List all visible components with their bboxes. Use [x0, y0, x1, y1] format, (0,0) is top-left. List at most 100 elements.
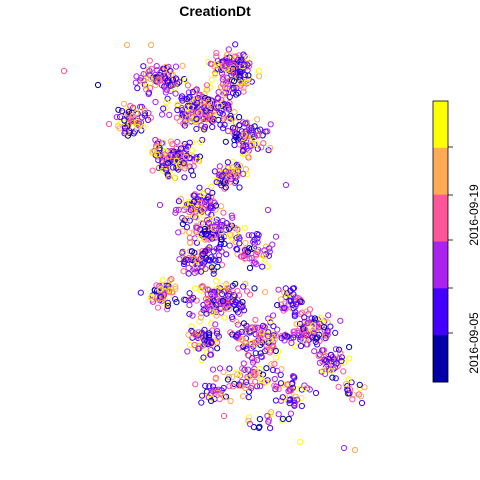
- map-point: [156, 164, 163, 171]
- map-point: [237, 82, 244, 89]
- map-point: [218, 203, 225, 210]
- map-point: [162, 63, 169, 70]
- map-point: [229, 89, 237, 97]
- map-point: [171, 174, 178, 181]
- map-point: [140, 124, 147, 131]
- map-point: [152, 71, 159, 78]
- map-point: [272, 354, 280, 361]
- map-point: [219, 217, 226, 224]
- map-point: [193, 228, 200, 236]
- map-point: [267, 411, 274, 418]
- map-point: [146, 57, 153, 64]
- map-point: [312, 389, 320, 397]
- map-point: [115, 106, 122, 113]
- map-point: [282, 293, 289, 300]
- map-point: [172, 209, 179, 216]
- map-point: [290, 397, 297, 404]
- map-point: [255, 67, 262, 75]
- map-point: [320, 367, 327, 374]
- map-point: [245, 72, 252, 79]
- map-point: [223, 251, 230, 258]
- map-point: [184, 102, 191, 109]
- map-point: [156, 201, 164, 209]
- map-point: [214, 330, 221, 337]
- map-point: [266, 248, 273, 255]
- map-point: [128, 109, 135, 116]
- map-point: [220, 209, 227, 216]
- map-point: [219, 76, 226, 83]
- map-point: [234, 288, 241, 295]
- map-point: [335, 383, 342, 390]
- map-point: [234, 246, 241, 253]
- map-point: [196, 138, 204, 145]
- map-point: [234, 173, 241, 180]
- map-point: [241, 61, 248, 68]
- map-point: [236, 122, 243, 129]
- map-point: [182, 153, 189, 161]
- map-point: [191, 192, 198, 199]
- map-point: [236, 59, 243, 66]
- map-point: [132, 79, 139, 86]
- map-point: [320, 347, 328, 354]
- map-point: [185, 89, 192, 96]
- map-point: [159, 111, 166, 118]
- map-point: [263, 342, 270, 349]
- map-point: [210, 117, 217, 124]
- map-point: [154, 151, 161, 158]
- map-point: [166, 277, 174, 284]
- map-point: [199, 392, 206, 399]
- map-point: [213, 277, 220, 285]
- map-point: [207, 204, 214, 211]
- map-point: [218, 90, 225, 97]
- map-point: [279, 394, 286, 401]
- map-point: [232, 41, 239, 48]
- map-point: [222, 138, 229, 145]
- map-point: [214, 288, 221, 295]
- map-point: [242, 339, 249, 346]
- map-point: [162, 75, 169, 82]
- map-point: [245, 232, 252, 239]
- map-point: [252, 259, 259, 266]
- map-point: [208, 61, 215, 68]
- map-point: [185, 331, 192, 338]
- map-point: [311, 348, 318, 355]
- map-point: [267, 121, 274, 128]
- map-point: [290, 328, 297, 335]
- map-point: [168, 276, 175, 283]
- map-point: [293, 385, 300, 392]
- map-point: [232, 333, 239, 340]
- map-point: [117, 113, 124, 121]
- map-point: [202, 123, 209, 130]
- map-point: [213, 49, 220, 57]
- map-point: [141, 112, 148, 119]
- map-point: [229, 298, 236, 305]
- map-point: [256, 73, 263, 80]
- map-point: [251, 240, 258, 247]
- map-point: [301, 326, 309, 333]
- map-point: [211, 168, 218, 175]
- map-point: [140, 77, 147, 84]
- map-point: [153, 282, 160, 289]
- map-point: [192, 381, 199, 388]
- map-point: [229, 169, 236, 176]
- map-point: [252, 378, 259, 385]
- map-point: [281, 289, 288, 296]
- map-point: [214, 345, 221, 352]
- map-point: [348, 379, 355, 386]
- map-point: [174, 106, 181, 114]
- map-point: [217, 390, 224, 397]
- map-point: [246, 420, 254, 428]
- map-point: [184, 115, 191, 122]
- map-point: [250, 359, 257, 366]
- map-point: [160, 148, 167, 155]
- map-point: [186, 302, 193, 309]
- map-point: [271, 336, 278, 343]
- map-point: [232, 280, 239, 287]
- map-point: [239, 299, 246, 306]
- map-point: [211, 222, 218, 229]
- map-point: [210, 248, 217, 255]
- map-point: [254, 132, 261, 139]
- map-point: [182, 201, 189, 208]
- map-point: [268, 409, 275, 416]
- map-point: [173, 299, 180, 306]
